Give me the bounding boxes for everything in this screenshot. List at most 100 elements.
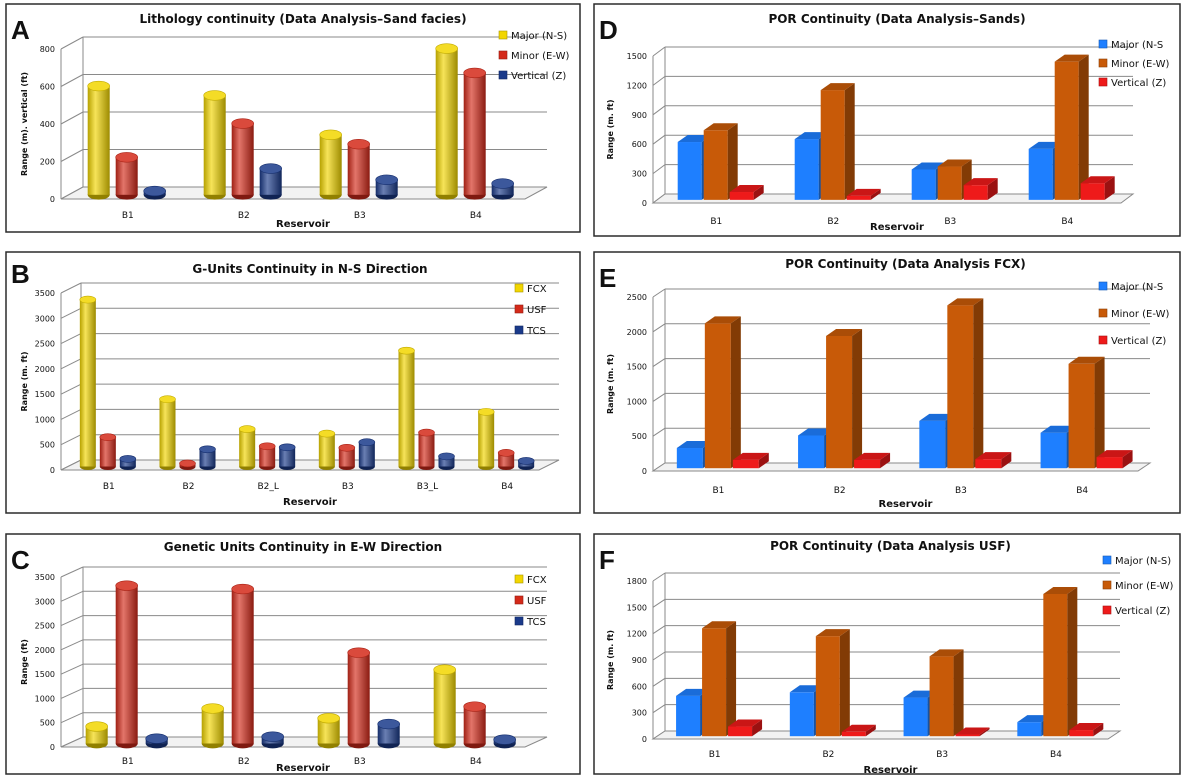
chart-d-gridline-side (652, 164, 666, 175)
chart-e-floor (651, 462, 1152, 472)
chart-d-bar-b3-2 (963, 178, 998, 200)
chart-f-bar-front (903, 697, 928, 737)
chart-d-bar-front (677, 142, 702, 200)
chart-f-bar-top (1017, 715, 1052, 723)
chart-f-bar-front (841, 731, 866, 737)
chart-f-bar-b3-2 (955, 727, 990, 737)
chart-f-bar-front (702, 628, 727, 737)
chart-b-bar-b3_l-0 (398, 346, 415, 471)
chart-d-gridline-side (652, 46, 666, 57)
chart-d-bar-top (846, 188, 881, 196)
chart-b-bar-top (477, 408, 495, 416)
chart-d-bar-side (987, 178, 998, 200)
chart-b-bar-b4-0 (477, 408, 495, 471)
chart-e-bar-front (676, 448, 703, 469)
chart-a-bar-b2-0 (203, 90, 226, 200)
chart-panel-a: Lithology continuity (Data Analysis–Sand… (5, 3, 581, 233)
chart-c-bar-b4-0 (433, 664, 457, 749)
chart-b-bar-body (159, 399, 176, 467)
chart-a-bar-b3-2 (375, 174, 399, 200)
chart-e-bar-front (947, 305, 974, 469)
chart-d-bar-front (729, 192, 754, 200)
chart-f-bar-side (839, 629, 850, 737)
chart-c-bar-b2-0 (201, 703, 224, 749)
chart-c-category-label: B1 (122, 757, 134, 767)
chart-e-ytick-label: 2000 (627, 328, 647, 337)
chart-d-ytick-label: 1500 (627, 52, 647, 61)
chart-b-ytick-label: 3500 (35, 289, 55, 298)
chart-e-bar-top (826, 328, 863, 336)
chart-f-bar-b4-2 (1069, 723, 1104, 737)
chart-a-ytick-label: 0 (50, 195, 55, 204)
chart-d-bar-front (1054, 61, 1079, 200)
chart-c-ytick-label: 3500 (35, 573, 55, 582)
chart-b-x-axis-label: Reservoir (283, 497, 337, 508)
chart-e-bar-front (1040, 432, 1067, 469)
chart-f-bar-top (789, 685, 824, 693)
chart-c-bar-b3-0 (317, 713, 341, 749)
chart-c-bar-body (463, 706, 486, 744)
chart-d-bar-b1-1 (703, 123, 738, 200)
chart-f-bar-b2-2 (841, 724, 876, 737)
chart-a-bar-body (491, 183, 514, 195)
chart-c-legend-swatch (514, 595, 524, 605)
chart-c-bar-top (115, 580, 138, 591)
chart-c-gridline-side (60, 590, 84, 602)
chart-d-bar-side (753, 185, 764, 200)
chart-f-legend-label: Minor (E-W) (1115, 581, 1173, 592)
chart-d-x-axis-label: Reservoir (870, 222, 924, 233)
chart-d-legend-swatch (1098, 39, 1108, 49)
chart-a-bar-body (259, 168, 282, 195)
chart-c-ytick-label: 0 (50, 743, 55, 752)
chart-c-bar-b3-1 (347, 647, 371, 749)
chart-b-bar-body (418, 432, 435, 467)
chart-d-bar-top (703, 123, 738, 131)
chart-f-gridline-side (652, 572, 666, 582)
chart-b-ytick-label: 2500 (35, 340, 55, 349)
chart-a-bar-b1-1 (115, 152, 138, 200)
chart-a-category-label: B4 (470, 211, 482, 221)
panel-label-a: A (11, 15, 30, 45)
chart-d-bar-top (820, 83, 855, 91)
chart-e-bar-b4-2 (1096, 450, 1133, 469)
chart-c-gridline-side (60, 639, 84, 651)
chart-d-gridline-side (652, 134, 666, 145)
chart-d-gridline-side (652, 105, 666, 116)
chart-a-x-axis-label: Reservoir (276, 219, 330, 230)
chart-e-bar-side (852, 328, 863, 469)
chart-b-bar-body (99, 437, 116, 467)
chart-e-bar-front (704, 323, 731, 469)
chart-a-bar-body (203, 95, 226, 195)
chart-b-bar-top (497, 449, 515, 457)
chart-b-legend-swatch (514, 304, 524, 314)
chart-a-bar-top (231, 118, 254, 129)
chart-b-gridline-side (60, 358, 82, 370)
chart-panel-b: G-Units Continuity in N-S Direction 0 500 1… (5, 251, 581, 514)
chart-a-legend-label: Vertical (Z) (511, 71, 566, 82)
chart-f-legend-swatch (1102, 580, 1112, 590)
chart-c-bar-b2-2 (261, 731, 285, 749)
chart-b-gridline-side (60, 434, 82, 446)
panel-label-e: E (599, 263, 617, 293)
chart-f-bar-side (1067, 587, 1078, 737)
chart-b-gridline-side (60, 408, 82, 420)
chart-d-ytick-label: 1200 (627, 81, 647, 90)
chart-b-gridline-side (60, 333, 82, 345)
chart-c-bar-top (201, 703, 224, 714)
chart-d-y-axis-label: Range (m. ft) (606, 100, 615, 160)
chart-e-bar-front (1096, 457, 1123, 469)
chart-e-bar-front (919, 420, 946, 469)
chart-a-ytick-label: 600 (40, 83, 55, 92)
chart-b-bar-b3-0 (318, 429, 336, 471)
chart-a-gridline-side (60, 36, 84, 50)
chart-a-bar-top (435, 43, 459, 54)
chart-d-bar-side (1104, 176, 1115, 200)
chart-e-bar-front (1068, 363, 1095, 469)
chart-b-ytick-label: 0 (50, 466, 55, 475)
chart-d-bar-side (870, 188, 881, 200)
chart-b-bar-body (79, 299, 96, 467)
chart-f-bar-front (929, 656, 954, 737)
chart-c-bar-b3-2 (377, 718, 401, 749)
chart-f-bar-front (789, 692, 814, 737)
chart-e-bar-side (973, 298, 984, 469)
